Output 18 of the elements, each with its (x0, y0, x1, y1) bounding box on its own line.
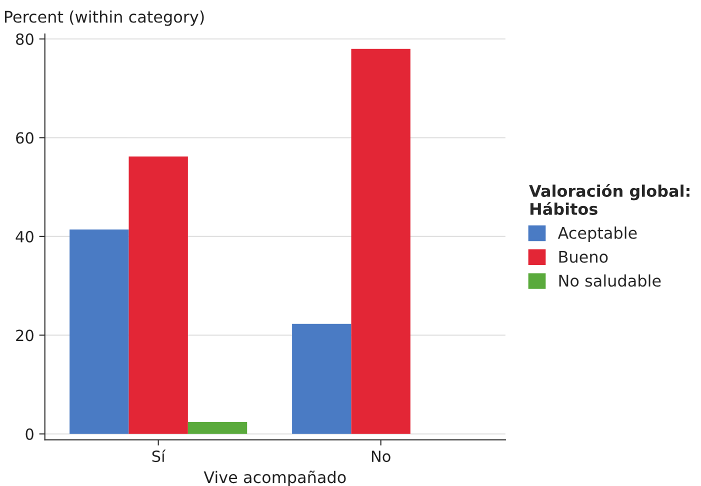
legend-label: Aceptable (558, 226, 637, 242)
y-tick-label: 20 (16, 330, 34, 342)
y-tick-label: 0 (26, 428, 34, 440)
legend-label: No saludable (559, 274, 661, 287)
y-axis-title: Percent (within category) (4, 10, 204, 26)
y-tick-label: 60 (16, 132, 34, 144)
y-tick-label: 80 (16, 33, 34, 45)
bar (128, 156, 188, 434)
x-tick-label: No (372, 450, 390, 462)
bar (292, 324, 352, 434)
x-axis-title: Vive acompañado (204, 470, 346, 486)
x-tick-label: Sí (152, 450, 166, 462)
bar (70, 230, 129, 434)
bar (351, 48, 410, 434)
legend-title: Valoración global: Hábitos (529, 184, 690, 215)
y-tick-label: 40 (16, 230, 34, 242)
bar (188, 422, 248, 434)
legend-label: Bueno (559, 250, 608, 263)
